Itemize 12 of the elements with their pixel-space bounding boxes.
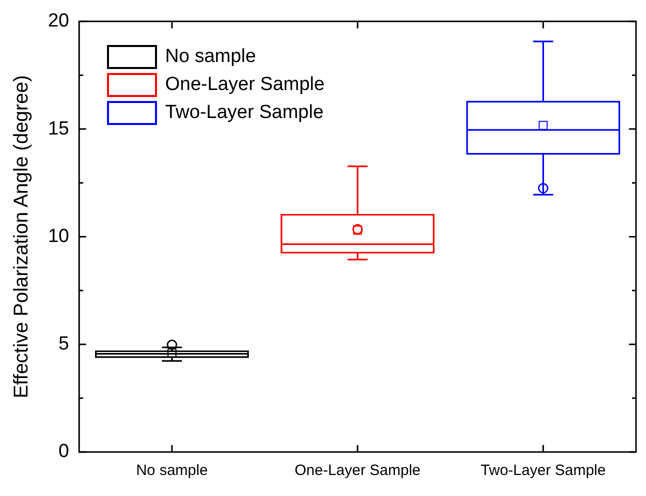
x-tick-label: Two-Layer Sample [480,462,606,480]
x-tick-label: One-Layer Sample [294,462,421,480]
y-tick-label: 10 [48,226,70,247]
y-tick-label: 20 [48,10,70,32]
legend-label: No sample [165,45,256,70]
legend-label: One-Layer Sample [165,73,325,98]
y-axis-title: Effective Polarization Angle (degree) [10,75,33,398]
y-tick-label: 5 [58,334,70,355]
legend-label: Two-Layer Sample [165,101,324,126]
y-tick-label: 0 [58,441,70,462]
x-tick-label: No sample [136,462,208,480]
y-tick-label: 15 [48,118,70,140]
